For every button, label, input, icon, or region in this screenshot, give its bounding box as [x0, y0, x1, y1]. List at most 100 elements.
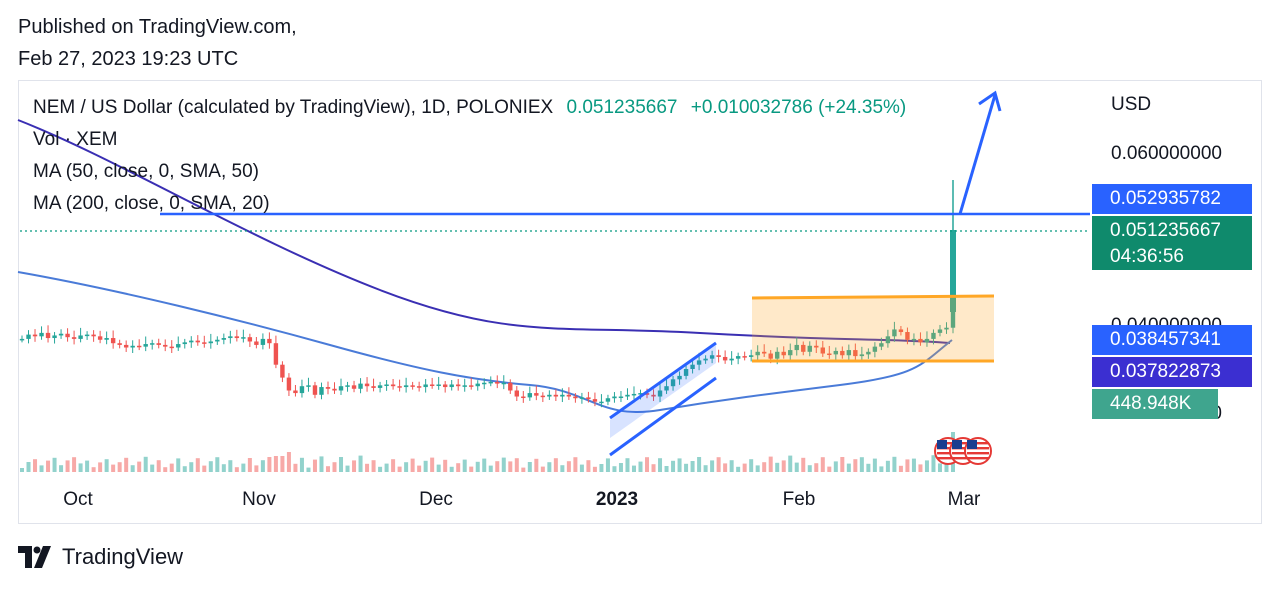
- ma50-line: [17, 271, 953, 414]
- volume-bar: [280, 456, 285, 472]
- volume-bar: [924, 460, 929, 472]
- candle-body: [586, 397, 591, 400]
- candle-body: [143, 344, 148, 347]
- volume-bar: [65, 460, 70, 472]
- price-change: +0.010032786 (+24.35%): [690, 97, 907, 118]
- candle-body: [163, 344, 168, 347]
- volume-bar: [143, 456, 148, 472]
- legend-title: NEM / US Dollar (calculated by TradingVi…: [33, 97, 906, 119]
- countdown-timer: 04:36:56: [1110, 246, 1184, 267]
- volume-bar: [671, 460, 676, 472]
- volume-bar: [104, 459, 109, 472]
- volume-bar: [215, 457, 220, 472]
- candle-body: [781, 351, 786, 356]
- candle-body: [599, 401, 604, 404]
- candle-body: [709, 355, 715, 359]
- ma200-value-badge: 0.037822873: [1092, 357, 1252, 387]
- volume-bar: [339, 457, 344, 472]
- candle-body: [495, 381, 500, 384]
- volume-bar: [723, 463, 728, 472]
- volume-bar: [833, 461, 838, 472]
- candle-body: [931, 332, 936, 339]
- candle-body: [65, 333, 70, 338]
- volume-bar: [573, 457, 578, 472]
- candle-body: [429, 384, 435, 386]
- candle-body: [58, 333, 64, 336]
- volume-bar: [944, 460, 949, 472]
- candle-body: [501, 382, 506, 385]
- candle-body: [683, 369, 689, 376]
- volume-bar: [299, 457, 304, 472]
- volume-bar: [404, 462, 409, 472]
- candle-body: [117, 343, 122, 345]
- volume-bar: [39, 465, 44, 472]
- candle-body: [390, 384, 396, 387]
- candle-body: [410, 385, 415, 387]
- candle-body: [202, 342, 207, 344]
- volume-bar: [52, 457, 57, 472]
- volume-bar: [684, 463, 689, 472]
- candle-body: [71, 337, 77, 339]
- volume-bar: [78, 463, 83, 472]
- tradingview-logo[interactable]: TradingView: [18, 544, 183, 570]
- volume-bar: [514, 458, 519, 472]
- candle-body: [312, 385, 318, 395]
- candle-body: [286, 377, 292, 391]
- candle-body: [338, 386, 344, 391]
- candle-body: [462, 385, 467, 387]
- volume-bar: [345, 465, 350, 472]
- volume-bar: [26, 462, 31, 472]
- published-date: Feb 27, 2023 19:23 UTC: [18, 48, 239, 70]
- candle-body: [136, 345, 142, 348]
- candle-body: [631, 393, 637, 396]
- volume-bar: [579, 464, 584, 472]
- volume-bar: [182, 466, 187, 472]
- volume-bar: [658, 458, 663, 472]
- volume-bar: [755, 465, 760, 472]
- candle-body: [91, 334, 96, 337]
- volume-bar: [46, 460, 51, 472]
- candle-body: [761, 351, 767, 354]
- candle-body: [130, 345, 135, 348]
- volume-bar: [325, 466, 330, 472]
- candle-body: [52, 335, 57, 339]
- volume-bar: [918, 464, 923, 472]
- candle-body: [488, 381, 493, 384]
- volume-bar: [931, 455, 936, 472]
- volume-bar: [33, 459, 38, 472]
- candle-body: [182, 342, 187, 345]
- candle-body: [618, 396, 624, 399]
- volume-bar: [156, 460, 161, 472]
- candle-body: [670, 379, 676, 387]
- candle-body: [735, 356, 741, 359]
- volume-value-badge: 448.948K: [1092, 389, 1218, 419]
- volume-bar: [469, 466, 474, 472]
- candle-body: [299, 386, 305, 394]
- candle-body: [566, 394, 572, 397]
- candle-body: [475, 383, 480, 387]
- candle-body: [449, 384, 454, 388]
- candle-body: [345, 385, 350, 387]
- volume-bar: [189, 462, 194, 472]
- x-tick-label: 2023: [595, 489, 639, 510]
- candle-body: [319, 387, 324, 395]
- candle-body: [84, 334, 90, 337]
- breakout-arrow-line: [958, 94, 997, 215]
- volume-bar: [150, 464, 155, 472]
- x-tick-label: Dec: [419, 489, 453, 510]
- volume-bar: [273, 456, 278, 472]
- candle-body: [423, 384, 428, 388]
- candle-body: [755, 351, 760, 356]
- candle-body: [716, 355, 721, 357]
- us-flag-icon: [964, 437, 992, 465]
- volume-bar: [286, 452, 291, 472]
- volume-bar: [540, 466, 545, 472]
- resistance-price-badge: 0.052935782: [1092, 184, 1252, 214]
- candle-body: [918, 338, 923, 343]
- candle-body: [156, 343, 161, 345]
- legend-ma50: MA (50, close, 0, SMA, 50): [33, 161, 259, 182]
- volume-bar: [241, 463, 246, 472]
- x-tick-label: Feb: [782, 489, 816, 510]
- candle-body: [879, 343, 884, 347]
